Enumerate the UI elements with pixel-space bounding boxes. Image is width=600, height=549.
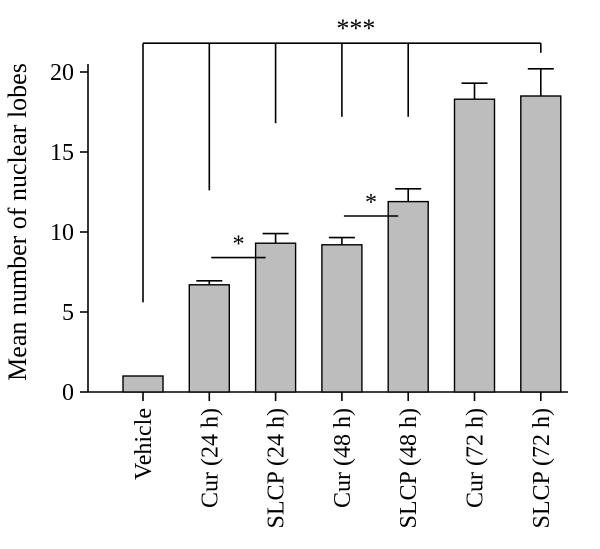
y-tick-label: 20 bbox=[50, 60, 74, 86]
x-tick-label: SLCP (48 h) bbox=[396, 408, 422, 528]
bar bbox=[387, 200, 429, 393]
x-tick-label: SLCP (72 h) bbox=[529, 408, 555, 528]
significance-annotations: ***** bbox=[142, 14, 542, 303]
bar bbox=[188, 284, 231, 393]
y-tick-label: 0 bbox=[62, 380, 74, 406]
bars bbox=[122, 95, 562, 393]
significance-label: * bbox=[232, 232, 244, 258]
x-tick-label: SLCP (24 h) bbox=[264, 408, 290, 528]
bar bbox=[321, 244, 363, 393]
bar bbox=[520, 95, 562, 393]
bar bbox=[453, 98, 496, 393]
x-axis: Vehicle Cur (24 h) SLCP (24 h) Cur (48 h) SL… bbox=[88, 391, 568, 528]
x-tick-label: Cur (48 h) bbox=[330, 408, 356, 508]
y-tick-label: 5 bbox=[62, 300, 74, 326]
x-tick-label: Cur (24 h) bbox=[197, 408, 223, 508]
significance-label: * bbox=[365, 190, 377, 216]
y-axis-label: Mean number of nuclear lobes bbox=[3, 63, 32, 381]
error-bars bbox=[196, 68, 554, 285]
x-tick-label: Cur (72 h) bbox=[463, 408, 489, 508]
x-tick-label: Vehicle bbox=[131, 408, 157, 480]
y-tick-label: 10 bbox=[50, 220, 74, 246]
significance-label: *** bbox=[336, 14, 375, 43]
y-axis: 0 5 10 15 20 bbox=[50, 60, 89, 406]
bar bbox=[122, 375, 164, 393]
bar bbox=[254, 242, 297, 393]
y-tick-label: 15 bbox=[50, 140, 74, 166]
